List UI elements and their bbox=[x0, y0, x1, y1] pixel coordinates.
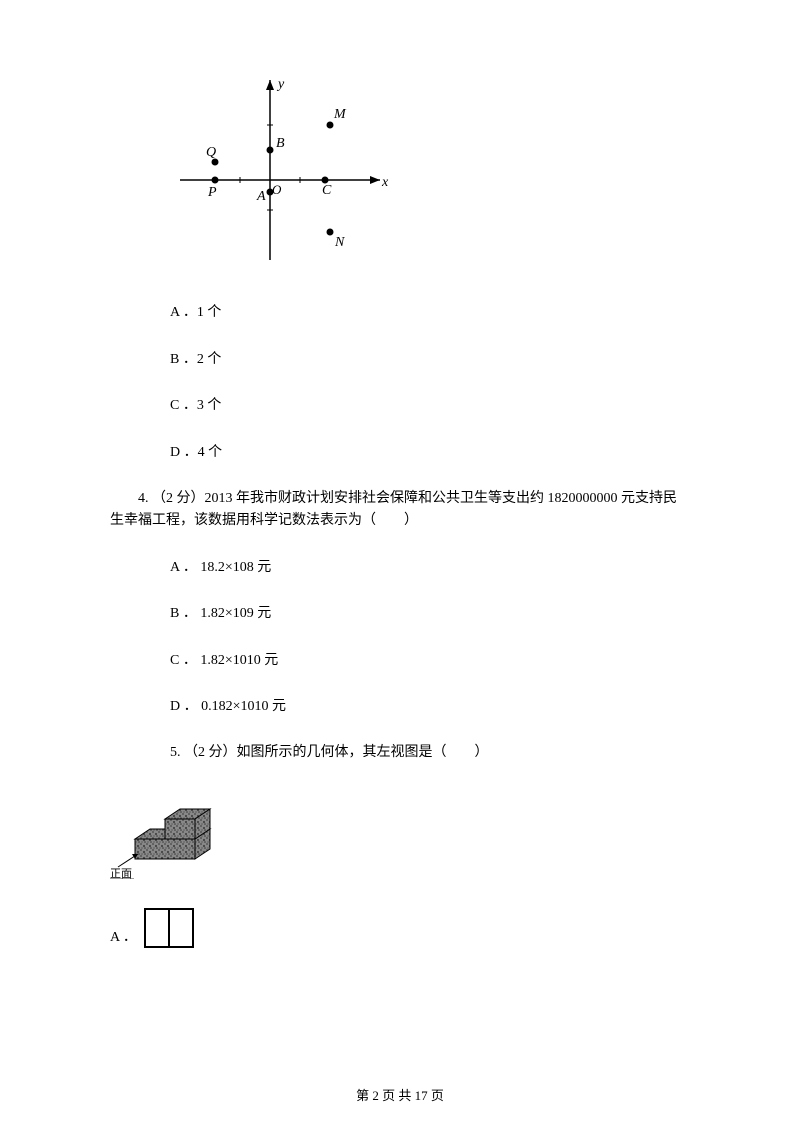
q3-option-a: A ．1 个 bbox=[170, 302, 690, 324]
geometry-solid-figure: 正面 bbox=[110, 789, 690, 887]
option-a-svg bbox=[143, 907, 197, 949]
q5-option-a-label: A ． bbox=[110, 927, 137, 949]
q4-text: 4. （2 分）2013 年我市财政计划安排社会保障和公共卫生等支出约 1820… bbox=[110, 488, 690, 533]
q3-option-d: D ．4 个 bbox=[170, 442, 690, 464]
point-b-label: B bbox=[276, 136, 285, 151]
point-n-label: N bbox=[334, 235, 345, 250]
page-content: y x O M B Q P A C N bbox=[0, 0, 800, 999]
origin-label: O bbox=[272, 182, 282, 197]
coordinate-figure: y x O M B Q P A C N bbox=[170, 70, 690, 278]
q4-option-b: B ． 1.82×109 元 bbox=[170, 603, 690, 625]
q4-option-d: D ． 0.182×1010 元 bbox=[170, 696, 690, 718]
q3-option-b: B ．2 个 bbox=[170, 349, 690, 371]
q4-option-c: C ． 1.82×1010 元 bbox=[170, 650, 690, 672]
point-a-label: A bbox=[256, 189, 266, 204]
coord-svg: y x O M B Q P A C N bbox=[170, 70, 400, 270]
solid-svg: 正面 bbox=[110, 789, 220, 879]
y-axis-label: y bbox=[276, 77, 285, 92]
q5-option-a-row: A ． bbox=[110, 907, 690, 949]
page-footer: 第 2 页 共 17 页 bbox=[0, 1085, 800, 1104]
q4-option-a: A ． 18.2×108 元 bbox=[170, 557, 690, 579]
front-label: 正面 bbox=[110, 868, 132, 879]
point-c-label: C bbox=[322, 183, 332, 198]
q3-option-c: C ．3 个 bbox=[170, 395, 690, 417]
point-m-label: M bbox=[333, 107, 347, 122]
x-axis-label: x bbox=[381, 175, 389, 190]
q5-text: 5. （2 分）如图所示的几何体，其左视图是（ ） bbox=[170, 742, 690, 764]
point-q-label: Q bbox=[206, 145, 216, 160]
point-p-label: P bbox=[207, 185, 217, 200]
